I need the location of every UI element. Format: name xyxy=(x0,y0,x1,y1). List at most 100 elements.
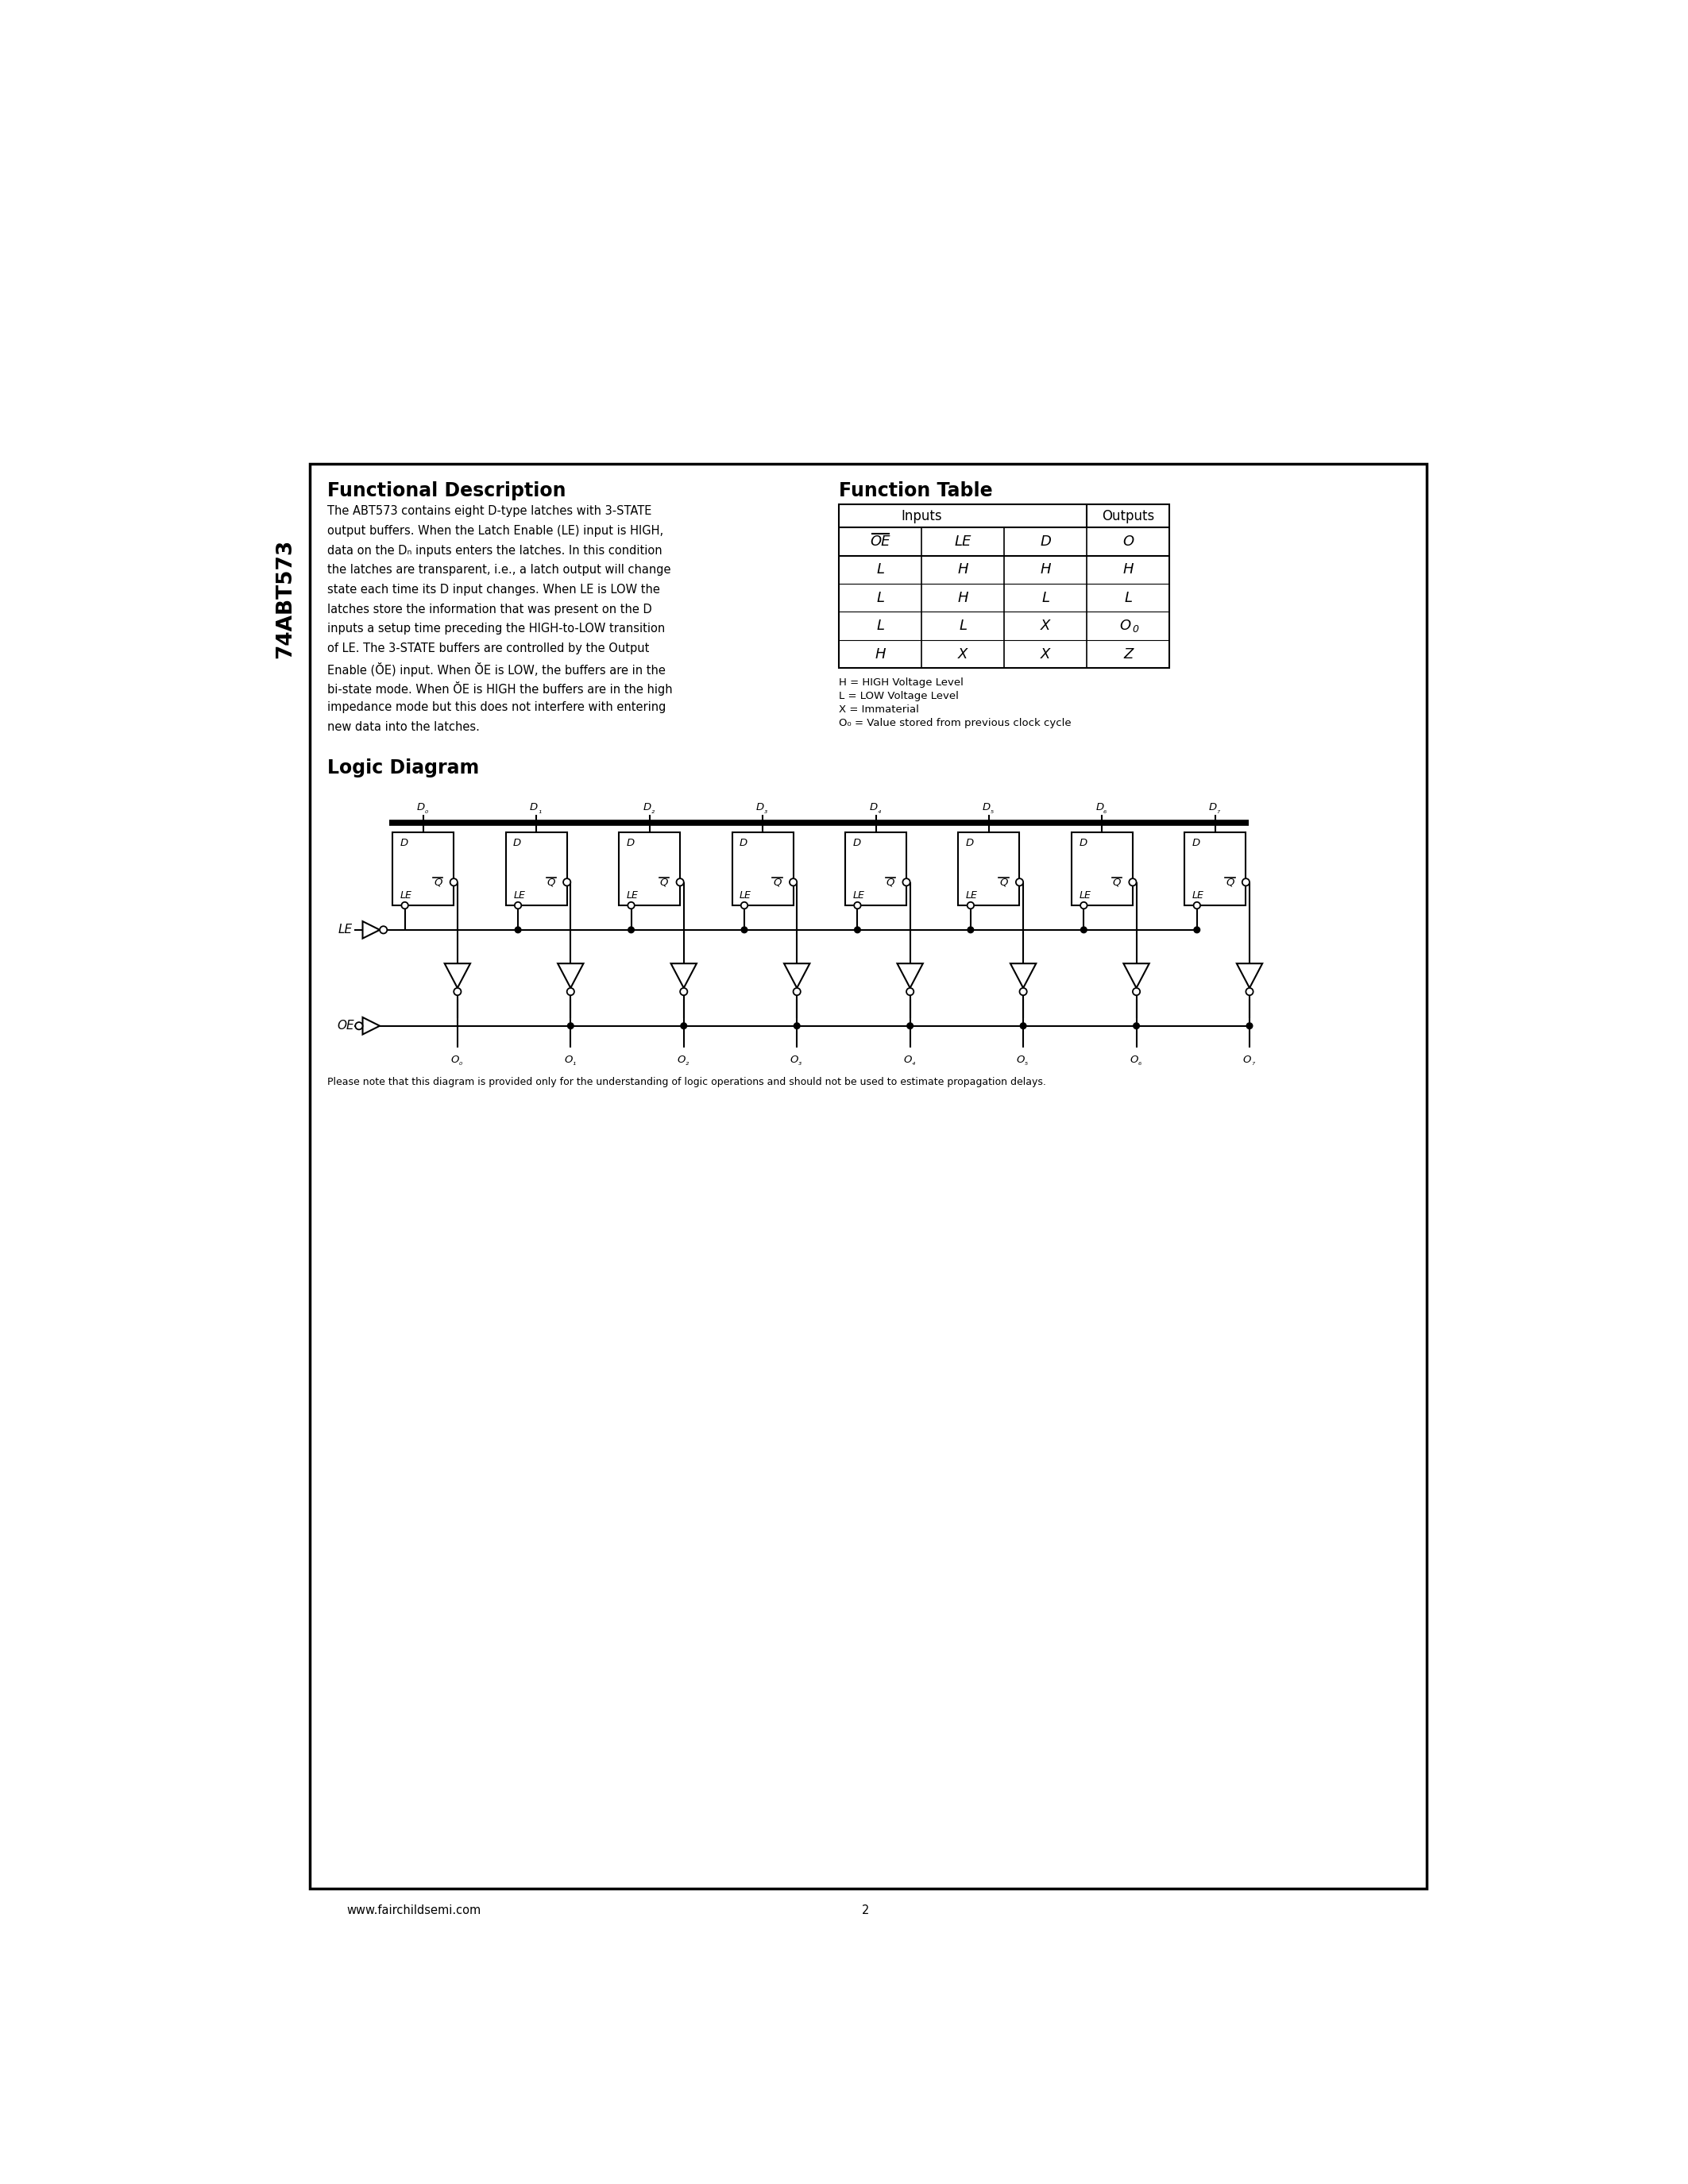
Circle shape xyxy=(564,878,571,887)
Text: ₄: ₄ xyxy=(912,1059,915,1066)
Text: ₃: ₃ xyxy=(798,1059,802,1066)
Text: ₅: ₅ xyxy=(991,806,994,815)
Text: L: L xyxy=(959,618,967,633)
Text: L: L xyxy=(876,563,885,577)
Text: O: O xyxy=(677,1055,685,1064)
Circle shape xyxy=(967,928,974,933)
Text: 0: 0 xyxy=(1133,625,1139,636)
Circle shape xyxy=(793,987,800,996)
Text: H: H xyxy=(957,563,969,577)
Text: OE: OE xyxy=(338,1020,354,1031)
Text: Outputs: Outputs xyxy=(1102,509,1155,522)
Text: L: L xyxy=(1041,590,1050,605)
Text: LE: LE xyxy=(338,924,353,935)
Text: Logic Diagram: Logic Diagram xyxy=(327,758,479,778)
Text: data on the Dₙ inputs enters the latches. In this condition: data on the Dₙ inputs enters the latches… xyxy=(327,544,662,557)
Circle shape xyxy=(854,928,861,933)
Circle shape xyxy=(402,902,408,909)
Text: D: D xyxy=(530,802,538,812)
Text: D: D xyxy=(852,839,861,847)
Text: Q: Q xyxy=(886,878,895,887)
Text: ₆: ₆ xyxy=(1104,806,1107,815)
Text: ₇: ₇ xyxy=(1251,1059,1254,1066)
Bar xyxy=(311,463,1426,1889)
Text: www.fairchildsemi.com: www.fairchildsemi.com xyxy=(346,1904,481,1915)
Circle shape xyxy=(515,928,520,933)
Text: LE: LE xyxy=(966,891,977,900)
Text: O: O xyxy=(1016,1055,1025,1064)
Text: ₂: ₂ xyxy=(652,806,655,815)
Bar xyxy=(733,832,793,906)
Text: Q: Q xyxy=(434,878,442,887)
Text: Inputs: Inputs xyxy=(901,509,942,522)
Text: LE: LE xyxy=(400,891,412,900)
Circle shape xyxy=(903,878,910,887)
Text: ₄: ₄ xyxy=(878,806,881,815)
Text: LE: LE xyxy=(513,891,525,900)
Circle shape xyxy=(680,1022,687,1029)
Text: X = Immaterial: X = Immaterial xyxy=(839,703,920,714)
Circle shape xyxy=(628,902,635,909)
Text: of LE. The 3-STATE buffers are controlled by the Output: of LE. The 3-STATE buffers are controlle… xyxy=(327,642,650,655)
Text: ₇: ₇ xyxy=(1217,806,1220,815)
Text: OE: OE xyxy=(871,535,891,548)
Text: new data into the latches.: new data into the latches. xyxy=(327,721,479,732)
Text: LE: LE xyxy=(1079,891,1090,900)
Text: state each time its D input changes. When LE is LOW the: state each time its D input changes. Whe… xyxy=(327,583,660,596)
Text: ₁: ₁ xyxy=(572,1059,576,1066)
Text: L: L xyxy=(876,618,885,633)
Circle shape xyxy=(1193,928,1200,933)
Text: L = LOW Voltage Level: L = LOW Voltage Level xyxy=(839,690,959,701)
Bar xyxy=(1185,832,1246,906)
Text: LE: LE xyxy=(1192,891,1204,900)
Text: Q: Q xyxy=(547,878,555,887)
Text: Z: Z xyxy=(1123,646,1133,662)
Circle shape xyxy=(451,878,457,887)
Circle shape xyxy=(793,1022,800,1029)
Text: D: D xyxy=(626,839,635,847)
Text: LE: LE xyxy=(626,891,638,900)
Text: The ABT573 contains eight D-type latches with 3-STATE: The ABT573 contains eight D-type latches… xyxy=(327,505,652,518)
Text: bi-state mode. When ŎE is HIGH the buffers are in the high: bi-state mode. When ŎE is HIGH the buffe… xyxy=(327,681,672,697)
Text: D: D xyxy=(513,839,522,847)
Text: latches store the information that was present on the D: latches store the information that was p… xyxy=(327,603,652,616)
Circle shape xyxy=(906,987,913,996)
Text: D: D xyxy=(982,802,991,812)
Text: Q: Q xyxy=(1112,878,1121,887)
Circle shape xyxy=(1193,902,1200,909)
Text: D: D xyxy=(1192,839,1200,847)
Text: D: D xyxy=(756,802,765,812)
Circle shape xyxy=(1133,987,1139,996)
Text: H = HIGH Voltage Level: H = HIGH Voltage Level xyxy=(839,677,964,688)
Text: O: O xyxy=(451,1055,459,1064)
Text: Function Table: Function Table xyxy=(839,480,993,500)
Text: impedance mode but this does not interfere with entering: impedance mode but this does not interfe… xyxy=(327,701,665,712)
Circle shape xyxy=(680,987,687,996)
Text: D: D xyxy=(869,802,878,812)
Text: X: X xyxy=(1040,646,1050,662)
Text: D: D xyxy=(400,839,408,847)
Text: ₂: ₂ xyxy=(685,1059,689,1066)
Bar xyxy=(959,832,1020,906)
Text: ₆: ₆ xyxy=(1138,1059,1141,1066)
Text: D: D xyxy=(1209,802,1217,812)
Text: X: X xyxy=(1040,618,1050,633)
Text: O₀ = Value stored from previous clock cycle: O₀ = Value stored from previous clock cy… xyxy=(839,719,1072,727)
Text: LE: LE xyxy=(852,891,864,900)
Text: O: O xyxy=(1242,1055,1251,1064)
Text: Q: Q xyxy=(1225,878,1234,887)
Bar xyxy=(839,505,1170,668)
Circle shape xyxy=(1129,878,1136,887)
Circle shape xyxy=(854,902,861,909)
Text: D: D xyxy=(643,802,652,812)
Circle shape xyxy=(1016,878,1023,887)
Circle shape xyxy=(1247,1022,1252,1029)
Text: D: D xyxy=(966,839,974,847)
Text: O: O xyxy=(790,1055,798,1064)
Circle shape xyxy=(741,902,748,909)
Circle shape xyxy=(967,902,974,909)
Circle shape xyxy=(354,1022,363,1029)
Circle shape xyxy=(1134,1022,1139,1029)
Text: D: D xyxy=(1040,535,1052,548)
Circle shape xyxy=(380,926,387,933)
